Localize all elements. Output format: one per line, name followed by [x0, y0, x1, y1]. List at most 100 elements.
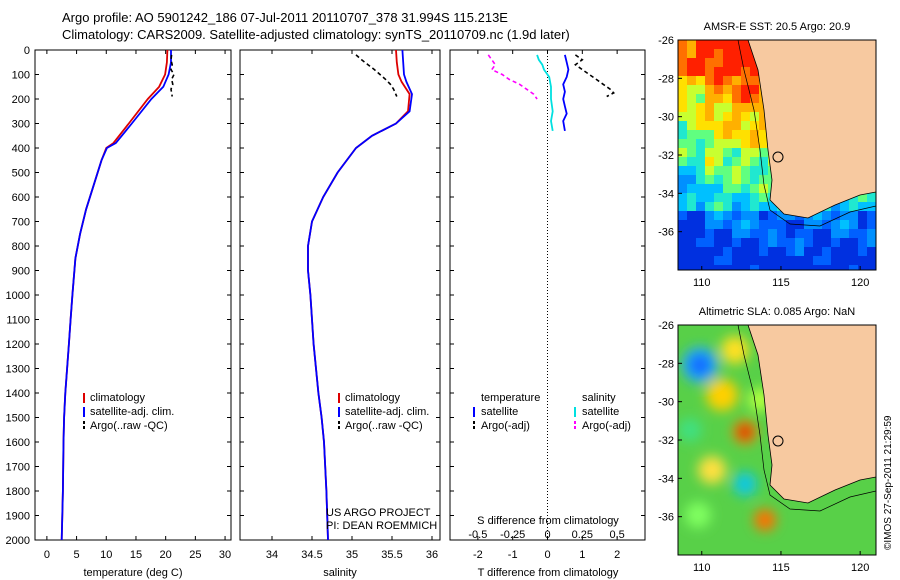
map-ytick-label-sla_map-2: -30 — [658, 397, 674, 409]
sst-cell — [831, 202, 841, 212]
sst-cell — [714, 220, 724, 230]
sst-cell — [696, 193, 706, 203]
sst-cell — [804, 265, 814, 270]
sst-cell — [741, 157, 751, 167]
sst-cell — [714, 265, 724, 270]
sst-cell — [876, 58, 886, 68]
sst-cell — [714, 166, 724, 176]
xtick-label-salinity-0: 34 — [266, 549, 278, 561]
ytick-label-temperature-0: 0 — [24, 45, 30, 57]
xtick-label-difference-1: -1 — [508, 549, 518, 561]
sst-cell — [732, 256, 742, 266]
sst-cell — [768, 247, 778, 257]
sst-cell — [867, 220, 876, 230]
xtick-label-difference-4: 2 — [614, 549, 620, 561]
sst-cell — [687, 184, 697, 194]
sst-cell — [678, 139, 688, 149]
sst-cell — [858, 229, 868, 239]
ytick-label-temperature-5: 500 — [12, 168, 30, 180]
ytick-label-temperature-3: 300 — [12, 119, 30, 131]
series-line-salinity-1 — [307, 49, 413, 541]
sst-cell — [678, 49, 688, 59]
series-line-difference-1 — [574, 54, 616, 98]
map-ytick-label-sst_map-1: -28 — [658, 73, 674, 85]
sla-argo-position-marker — [772, 435, 784, 447]
sst-cell — [696, 94, 706, 104]
sst-cell — [723, 184, 733, 194]
sst-cell — [795, 265, 805, 270]
temperature-axes-frame — [34, 49, 232, 541]
sst-map-field — [678, 40, 886, 270]
sst-cell — [741, 211, 751, 221]
header-title-line2: Climatology: CARS2009. Satellite-adjuste… — [62, 27, 570, 42]
ytick-label-temperature-14: 1400 — [6, 388, 30, 400]
sst-cell — [732, 112, 742, 122]
sla-blob-7 — [733, 472, 757, 496]
sst-cell — [741, 166, 751, 176]
legend-s-label-0: satellite — [582, 406, 619, 418]
sst-cell — [732, 58, 742, 68]
sst-cell — [705, 211, 715, 221]
legend-t-title: temperature — [481, 392, 540, 404]
sst-cell — [822, 265, 832, 270]
sst-cell — [705, 184, 715, 194]
sst-cell — [714, 256, 724, 266]
difference-legend: temperature salinity satellite Argo(-adj) sa… — [473, 392, 631, 432]
sla-blob-11 — [678, 418, 702, 442]
sst-cell — [732, 76, 742, 86]
sst-cell — [696, 238, 706, 248]
temperature-lines — [60, 49, 175, 541]
sst-cell — [741, 256, 751, 266]
sst-cell — [858, 256, 868, 266]
sst-cell — [849, 211, 859, 221]
sst-cell — [732, 175, 742, 185]
sst-cell — [696, 85, 706, 95]
sst-cell — [687, 130, 697, 140]
legend-t-label-1: Argo(-adj) — [481, 420, 530, 432]
sst-cell — [687, 247, 697, 257]
sst-cell — [687, 148, 697, 158]
sst-cell — [777, 238, 787, 248]
sst-cell — [714, 139, 724, 149]
map-xtick-label-sla_map-1: 115 — [772, 562, 790, 574]
sst-cell — [867, 193, 876, 203]
sla-blob-5 — [738, 425, 752, 439]
sst-cell — [714, 76, 724, 86]
sst-cell — [687, 157, 697, 167]
sst-cell — [678, 58, 688, 68]
sst-cell — [732, 193, 742, 203]
sst-cell — [813, 220, 823, 230]
sst-cell — [723, 157, 733, 167]
difference-ticks: -2 -1 0 1 2 -0.5 -0.25 0 0.25 0.5 — [450, 49, 645, 561]
sst-cell — [759, 184, 769, 194]
sst-cell — [705, 139, 715, 149]
sst-cell — [750, 157, 760, 167]
map-xtick-label-sst_map-0: 110 — [693, 277, 711, 289]
sst-cell — [678, 148, 688, 158]
sst-cell — [696, 49, 706, 59]
map-ytick-label-sst_map-3: -32 — [658, 150, 674, 162]
sst-cell — [696, 40, 706, 50]
ytick-label-temperature-11: 1100 — [6, 315, 30, 327]
sst-cell — [759, 139, 769, 149]
sst-cell — [858, 193, 868, 203]
sst-cell — [705, 130, 715, 140]
map-xtick-label-sst_map-2: 120 — [851, 277, 869, 289]
sst-cell — [732, 229, 742, 239]
sst-cell — [786, 247, 796, 257]
sst-cell — [777, 247, 787, 257]
sst-cell — [768, 229, 778, 239]
sst-cell — [840, 256, 850, 266]
sst-cell — [768, 256, 778, 266]
sst-cell — [696, 157, 706, 167]
sst-cell — [849, 220, 859, 230]
sst-cell — [777, 211, 787, 221]
sst-cell — [759, 193, 769, 203]
sst-cell — [858, 247, 868, 257]
sst-cell — [714, 67, 724, 77]
sst-cell — [714, 238, 724, 248]
sst-cell — [678, 157, 688, 167]
xtick-label-temperature-0: 0 — [44, 549, 50, 561]
sst-map-ticks: 110 115 120 -26 -28 -30 -32 -34 -36 — [658, 35, 869, 289]
sst-cell — [786, 265, 796, 270]
